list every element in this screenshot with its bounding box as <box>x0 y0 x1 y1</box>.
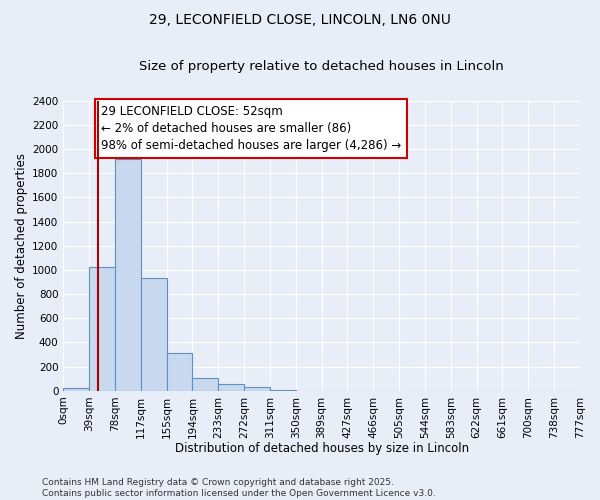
Text: 29, LECONFIELD CLOSE, LINCOLN, LN6 0NU: 29, LECONFIELD CLOSE, LINCOLN, LN6 0NU <box>149 12 451 26</box>
Bar <box>115 158 141 391</box>
Bar <box>63 388 89 391</box>
X-axis label: Distribution of detached houses by size in Lincoln: Distribution of detached houses by size … <box>175 442 469 455</box>
Title: Size of property relative to detached houses in Lincoln: Size of property relative to detached ho… <box>139 60 504 73</box>
Text: Contains HM Land Registry data © Crown copyright and database right 2025.
Contai: Contains HM Land Registry data © Crown c… <box>42 478 436 498</box>
Bar <box>89 267 115 391</box>
Bar <box>167 354 193 391</box>
Bar <box>193 378 218 391</box>
Bar <box>141 278 167 391</box>
Bar <box>270 390 296 391</box>
Text: 29 LECONFIELD CLOSE: 52sqm
← 2% of detached houses are smaller (86)
98% of semi-: 29 LECONFIELD CLOSE: 52sqm ← 2% of detac… <box>101 106 401 152</box>
Bar <box>244 387 270 391</box>
Y-axis label: Number of detached properties: Number of detached properties <box>15 152 28 338</box>
Bar <box>218 384 244 391</box>
